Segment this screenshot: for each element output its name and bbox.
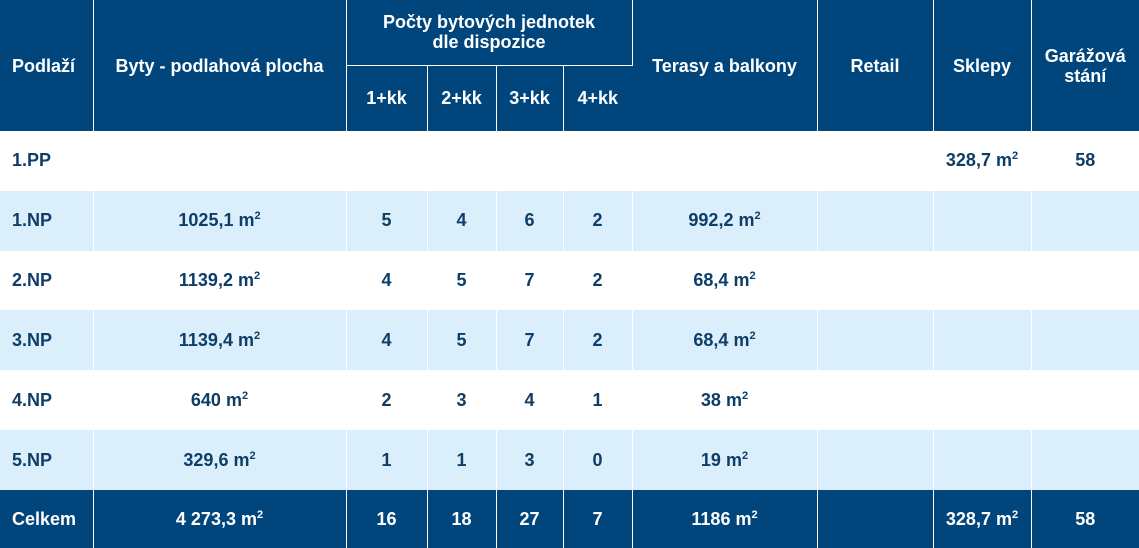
row-1kk: 1 (346, 430, 428, 490)
row-retail (817, 190, 934, 251)
total-retail (817, 490, 934, 548)
row-2kk: 5 (427, 310, 497, 371)
row-3kk: 6 (496, 190, 564, 251)
total-row: Celkem 4 273,3 m2 16 18 27 7 1186 m2 328… (0, 490, 1139, 548)
row-area: 640 m2 (93, 370, 347, 431)
row-area: 329,6 m2 (93, 430, 347, 490)
row-cellars (933, 370, 1032, 431)
row-retail (817, 131, 934, 191)
row-3kk: 3 (496, 430, 564, 490)
row-retail (817, 310, 934, 371)
row-3kk: 4 (496, 370, 564, 431)
row-floor: 3.NP (0, 310, 94, 371)
row-terraces: 992,2 m2 (632, 190, 818, 251)
header-3kk: 3+kk (496, 65, 564, 131)
total-4kk: 7 (563, 490, 633, 548)
header-pocty-line2: dle dispozice (432, 32, 546, 53)
row-floor: 4.NP (0, 370, 94, 431)
header-2kk: 2+kk (427, 65, 497, 131)
row-2kk: 1 (427, 430, 497, 490)
header-byty-plocha: Byty - podlahová plocha (93, 0, 347, 131)
header-1kk: 1+kk (346, 65, 428, 131)
table-row: 4.NP 640 m2 2 3 4 1 38 m2 (0, 370, 1139, 431)
total-terraces: 1186 m2 (632, 490, 818, 548)
header-garaz-line1: Garážová (1044, 45, 1126, 66)
total-cellars: 328,7 m2 (933, 490, 1032, 548)
row-floor: 1.NP (0, 190, 94, 251)
row-2kk: 4 (427, 190, 497, 251)
row-terraces (632, 131, 818, 191)
header-garaz: Garážová stání (1031, 0, 1139, 131)
table-header: Podlaží Byty - podlahová plocha Počty by… (0, 0, 1139, 131)
row-terraces: 68,4 m2 (632, 310, 818, 371)
header-garaz-line2: stání (1064, 65, 1107, 86)
row-2kk (427, 131, 497, 191)
row-cellars (933, 250, 1032, 311)
row-retail (817, 250, 934, 311)
header-sklepy: Sklepy (933, 0, 1032, 131)
row-terraces: 68,4 m2 (632, 250, 818, 311)
table-body: 1.PP 328,7 m2 58 1.NP 1025,1 m2 5 4 6 2 992,2 m2 2… (0, 131, 1139, 490)
header-retail: Retail (817, 0, 934, 131)
row-parking: 58 (1031, 131, 1139, 191)
row-3kk: 7 (496, 250, 564, 311)
row-area: 1025,1 m2 (93, 190, 347, 251)
table-row: 1.NP 1025,1 m2 5 4 6 2 992,2 m2 (0, 190, 1139, 251)
table-row: 2.NP 1139,2 m2 4 5 7 2 68,4 m2 (0, 250, 1139, 311)
row-terraces: 19 m2 (632, 430, 818, 490)
table-row: 1.PP 328,7 m2 58 (0, 131, 1139, 191)
row-4kk: 0 (563, 430, 633, 490)
row-floor: 5.NP (0, 430, 94, 490)
row-cellars: 328,7 m2 (933, 131, 1032, 191)
table-row: 3.NP 1139,4 m2 4 5 7 2 68,4 m2 (0, 310, 1139, 371)
row-parking (1031, 430, 1139, 490)
row-1kk: 5 (346, 190, 428, 251)
total-label: Celkem (0, 490, 94, 548)
row-area (93, 131, 347, 191)
row-1kk (346, 131, 428, 191)
row-4kk: 2 (563, 250, 633, 311)
total-3kk: 27 (496, 490, 564, 548)
header-pocty-group: Počty bytových jednotek dle dispozice (346, 0, 633, 66)
row-floor: 2.NP (0, 250, 94, 311)
row-cellars (933, 190, 1032, 251)
row-retail (817, 430, 934, 490)
row-terraces: 38 m2 (632, 370, 818, 431)
row-retail (817, 370, 934, 431)
total-2kk: 18 (427, 490, 497, 548)
row-parking (1031, 370, 1139, 431)
header-4kk: 4+kk (563, 65, 632, 131)
row-area: 1139,2 m2 (93, 250, 347, 311)
table-row: 5.NP 329,6 m2 1 1 3 0 19 m2 (0, 430, 1139, 490)
row-2kk: 3 (427, 370, 497, 431)
row-2kk: 5 (427, 250, 497, 311)
table-footer: Celkem 4 273,3 m2 16 18 27 7 1186 m2 328… (0, 490, 1139, 548)
total-area: 4 273,3 m2 (93, 490, 347, 548)
header-podlazi: Podlaží (0, 0, 94, 131)
row-1kk: 4 (346, 310, 428, 371)
row-cellars (933, 430, 1032, 490)
row-parking (1031, 190, 1139, 251)
header-pocty-line1: Počty bytových jednotek (382, 12, 596, 33)
row-3kk: 7 (496, 310, 564, 371)
row-3kk (496, 131, 564, 191)
row-parking (1031, 310, 1139, 371)
row-4kk: 2 (563, 190, 633, 251)
row-1kk: 4 (346, 250, 428, 311)
row-area: 1139,4 m2 (93, 310, 347, 371)
row-4kk: 2 (563, 310, 633, 371)
row-4kk: 1 (563, 370, 633, 431)
row-1kk: 2 (346, 370, 428, 431)
row-parking (1031, 250, 1139, 311)
total-parking: 58 (1031, 490, 1139, 548)
total-1kk: 16 (346, 490, 428, 548)
header-terasy: Terasy a balkony (632, 0, 818, 131)
row-floor: 1.PP (0, 131, 94, 191)
row-cellars (933, 310, 1032, 371)
row-4kk (563, 131, 633, 191)
